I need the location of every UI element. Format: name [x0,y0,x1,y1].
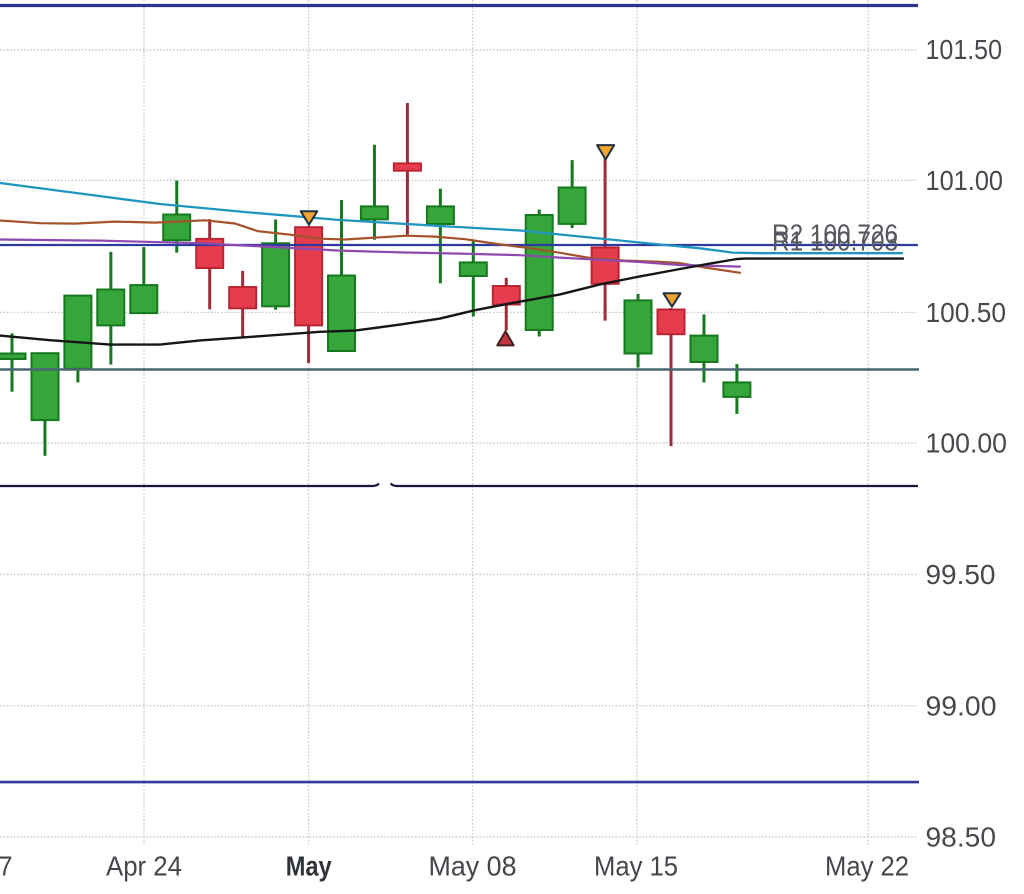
svg-text:Apr 24: Apr 24 [106,851,182,882]
svg-text:May 15: May 15 [594,851,678,882]
svg-text:101.50: 101.50 [926,34,1003,65]
svg-text:98.50: 98.50 [926,822,997,853]
svg-text:R1 100.703: R1 100.703 [772,226,898,257]
svg-text:May 22: May 22 [825,851,909,882]
svg-text:101.00: 101.00 [926,165,1004,196]
svg-text:May: May [286,851,332,882]
svg-text:May 08: May 08 [429,851,517,882]
svg-text:100.00: 100.00 [926,428,1008,459]
svg-text:R2 100.726: R2 100.726 [772,219,898,250]
svg-text:100.50: 100.50 [926,297,1007,328]
svg-text:99.50: 99.50 [926,559,996,590]
svg-text:7: 7 [0,851,13,882]
svg-text:99.00: 99.00 [926,690,997,721]
